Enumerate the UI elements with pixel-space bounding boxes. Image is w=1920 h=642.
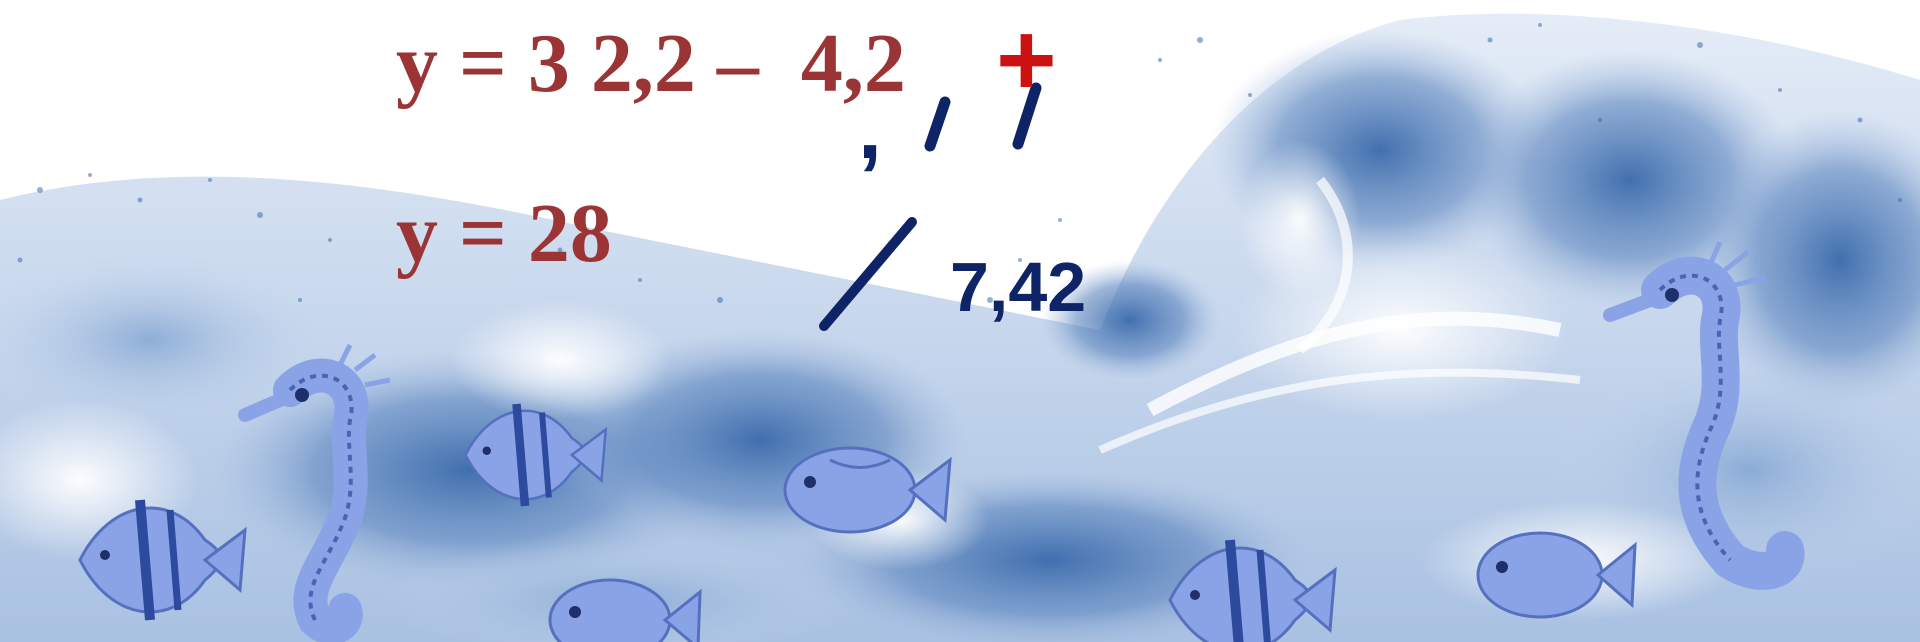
slash-mark (1012, 82, 1042, 150)
fish-icon (548, 578, 702, 642)
comma-mark: , (858, 81, 882, 177)
seahorse-icon (1603, 241, 1805, 590)
slash-mark (924, 96, 951, 152)
angelfish-icon (1168, 539, 1337, 642)
seahorse-icon (238, 343, 391, 642)
angelfish-icon (464, 403, 608, 507)
equation-line-1: y = 3 2,2 – 4,2 (396, 17, 906, 110)
division-slash (819, 217, 917, 331)
result-value: 7,42 (950, 248, 1087, 326)
equation-line-2: y = 28 (396, 187, 612, 280)
plus-sign: + (996, 2, 1057, 118)
fish-icon (1476, 531, 1637, 619)
angelfish-icon (78, 499, 247, 621)
fish-icon (783, 446, 952, 534)
